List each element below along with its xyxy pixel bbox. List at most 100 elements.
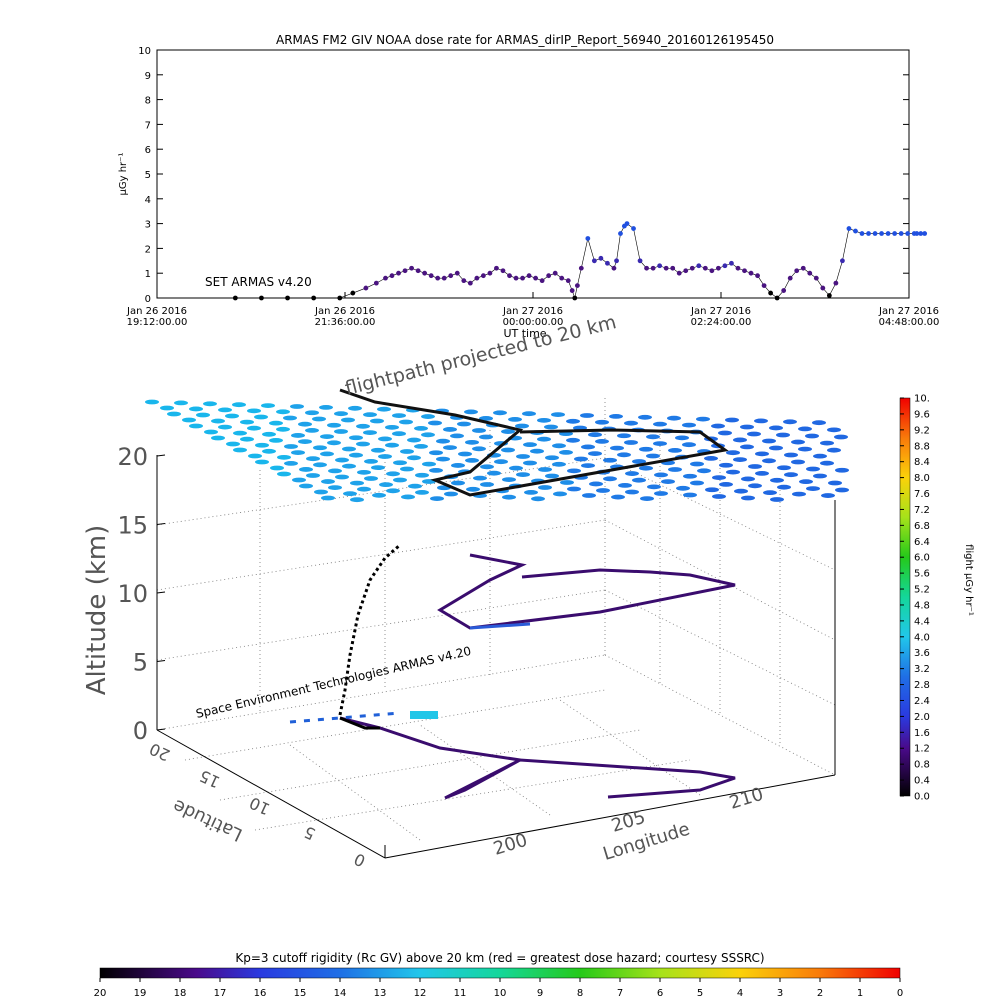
dose-point: [611, 265, 617, 271]
rigidity-cell: [696, 416, 710, 422]
rigidity-cell: [618, 483, 632, 488]
dose-point: [591, 258, 597, 264]
rigidity-cell: [357, 486, 371, 492]
rigidity-cell: [465, 439, 479, 445]
rigidity-cell: [588, 432, 602, 438]
dose-x-tick-time: 02:24:00.00: [691, 317, 752, 328]
rigidity-cell: [247, 408, 261, 414]
rigidity-cell: [203, 401, 217, 407]
longitude-tick-label: 200: [491, 830, 530, 860]
rigidity-cell: [770, 497, 784, 502]
rigidity-cell: [292, 477, 306, 483]
rigidity-cell: [812, 420, 826, 426]
dose-point: [259, 295, 264, 301]
dose-colorbar-tick-label: 8.0: [914, 473, 930, 484]
rigidity-cell: [254, 414, 268, 420]
rigidity-cell: [319, 405, 333, 410]
rigidity-cell: [480, 482, 494, 487]
rigidity-cell: [349, 452, 363, 458]
dose-y-tick-label: 10: [138, 46, 151, 57]
blue-dashes: [289, 711, 401, 724]
rigidity-colorbar-tick-label: 18: [174, 988, 187, 999]
dose-colorbar-tick-label: 8.4: [914, 457, 930, 468]
dose-point: [383, 275, 388, 281]
rigidity-colorbar-tick-label: 19: [134, 988, 147, 999]
cutoff-rigidity-field: [145, 399, 849, 503]
rigidity-cell: [269, 438, 283, 443]
rigidity-cell: [617, 433, 631, 439]
dose-point: [807, 270, 813, 276]
flightpath-3d-plot: flightpath projected to 20 km Altitude (…: [82, 311, 849, 871]
rigidity-cell: [531, 496, 545, 502]
dose-point: [696, 263, 702, 269]
dose-point: [859, 231, 865, 236]
dose-point: [813, 275, 819, 281]
dose-point: [826, 293, 832, 298]
dose-colorbar-tick-label: 7.6: [914, 489, 930, 500]
dose-colorbar-tick-label: 1.2: [914, 744, 930, 755]
rigidity-cell: [248, 453, 262, 459]
rigidity-cell: [582, 493, 596, 498]
rigidity-cell: [806, 486, 820, 491]
dose-point: [702, 265, 708, 271]
dose-point: [866, 231, 871, 236]
rigidity-cell: [611, 494, 625, 500]
rigidity-cell: [747, 431, 761, 437]
rigidity-cell: [343, 491, 357, 497]
rigidity-cell: [560, 480, 574, 485]
rigidity-cell: [189, 423, 203, 429]
rigidity-cell: [820, 440, 834, 446]
rigidity-cell: [523, 460, 537, 466]
rigidity-cell: [472, 446, 486, 452]
dose-point: [605, 260, 610, 266]
dose-colorbar-tick-label: 0.0: [914, 792, 930, 803]
rigidity-cell: [595, 419, 609, 425]
rigidity-cell: [290, 404, 304, 409]
dose-point: [415, 268, 421, 274]
dose-point: [820, 285, 826, 291]
rigidity-cell: [414, 426, 428, 431]
altitude-tick-label: 20: [117, 443, 148, 471]
dose-point: [637, 258, 643, 264]
rigidity-cell: [654, 472, 668, 478]
rigidity-cell: [415, 490, 429, 495]
rigidity-cell: [522, 411, 536, 417]
dose-point: [729, 260, 734, 266]
latitude-axis-label: Latitude: [170, 795, 246, 845]
dose-y-tick-label: 9: [145, 71, 151, 82]
rigidity-cell: [342, 446, 356, 452]
rigidity-colorbar-tick-label: 3: [777, 988, 783, 999]
rigidity-cell: [647, 484, 661, 490]
rigidity-cell: [334, 429, 348, 434]
rigidity-cell: [429, 450, 443, 456]
rigidity-cell: [350, 497, 364, 503]
dose-x-tick-time: 19:12:00.00: [127, 317, 188, 328]
rigidity-cell: [835, 467, 849, 473]
dose-point: [892, 231, 898, 236]
latitude-tick-label: 15: [196, 766, 222, 792]
rigidity-cell: [451, 480, 465, 486]
rigidity-colorbar-tick-label: 16: [254, 988, 267, 999]
dose-series: [232, 221, 928, 301]
rigidity-cell: [189, 406, 203, 412]
dose-point: [618, 231, 623, 236]
dose-point: [337, 295, 343, 301]
rigidity-cell: [827, 427, 841, 433]
rigidity-cell: [813, 453, 827, 459]
rigidity-cell: [625, 471, 639, 476]
dose-colorbar-tick-label: 2.4: [914, 696, 930, 707]
rigidity-cell: [378, 454, 392, 459]
rigidity-cell: [755, 451, 769, 457]
rigidity-cell: [690, 480, 704, 486]
rigidity-cell: [261, 403, 275, 408]
latitude-tick-label: 20: [146, 739, 172, 765]
rigidity-cell: [661, 479, 675, 484]
rigidity-colorbar-tick-label: 9: [537, 988, 543, 999]
rigidity-cell: [342, 463, 356, 469]
dose-point: [735, 265, 741, 271]
dose-colorbar-label: flight μGy hr⁻¹: [963, 544, 974, 616]
rigidity-cell: [551, 412, 565, 417]
rigidity-cell: [211, 435, 225, 441]
rigidity-cell: [312, 416, 326, 422]
rigidity-cell: [646, 453, 660, 459]
